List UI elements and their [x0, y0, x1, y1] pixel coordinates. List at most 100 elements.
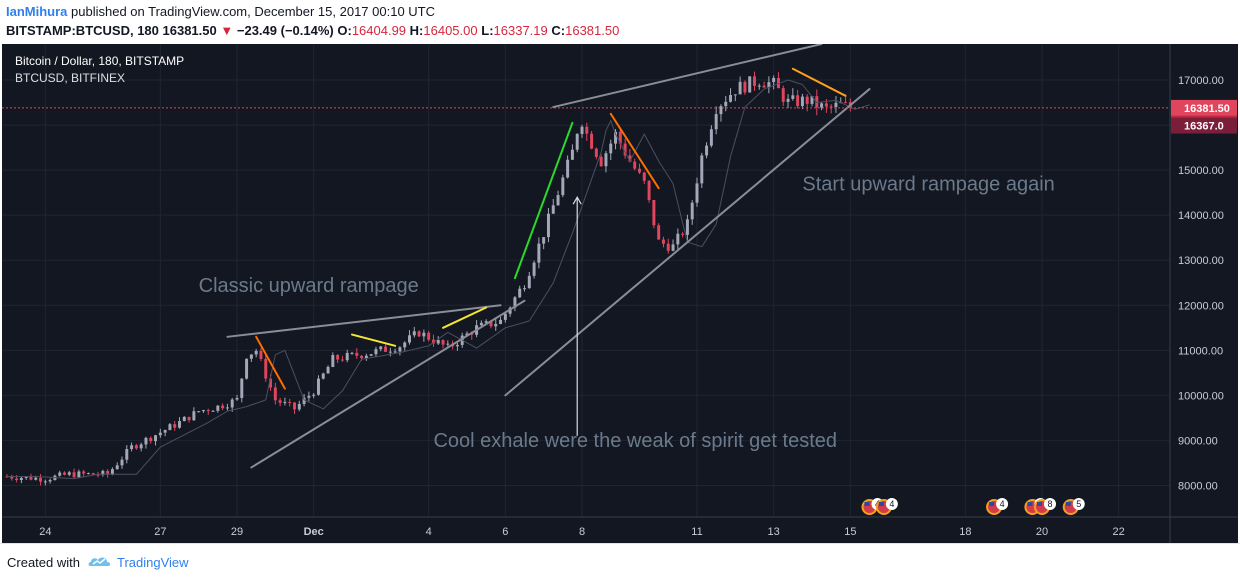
- candle: [340, 355, 344, 362]
- chart-background: [2, 44, 1238, 543]
- candle: [86, 472, 90, 475]
- candle-body: [43, 481, 47, 483]
- price-tick-label: 9000.00: [1178, 435, 1218, 447]
- candle: [762, 81, 766, 88]
- candle: [254, 348, 258, 358]
- candle: [216, 405, 220, 413]
- candle: [293, 402, 296, 414]
- price-tick-label: 10000.00: [1178, 390, 1224, 402]
- candle-body: [628, 155, 632, 162]
- candle-body: [355, 352, 359, 356]
- candle: [408, 330, 411, 345]
- candle: [422, 329, 426, 342]
- candle: [331, 352, 335, 368]
- candle: [245, 358, 249, 380]
- candle-body: [412, 331, 416, 336]
- price-chart[interactable]: Classic upward rampage Start upward rampa…: [2, 44, 1238, 543]
- candle-body: [633, 161, 637, 169]
- candle: [379, 345, 383, 352]
- candle: [753, 71, 756, 91]
- event-count-bubble: [1044, 498, 1056, 510]
- candle: [503, 312, 507, 323]
- price-tick-label: 13000.00: [1178, 255, 1224, 267]
- candle-body: [398, 347, 402, 352]
- candle-body: [82, 471, 86, 474]
- candle-body: [503, 313, 507, 320]
- candle: [829, 104, 833, 114]
- candle-body: [336, 355, 340, 360]
- candle-body: [245, 358, 249, 379]
- candle-body: [312, 394, 316, 396]
- candle: [772, 75, 776, 90]
- candle: [403, 341, 407, 351]
- candle: [120, 456, 124, 469]
- candle-body: [34, 477, 38, 480]
- candle-body: [230, 399, 234, 408]
- candle: [19, 476, 23, 484]
- tradingview-logo-icon[interactable]: [88, 553, 112, 569]
- time-tick-label: 24: [39, 526, 51, 538]
- candle: [455, 342, 459, 351]
- candle: [642, 171, 646, 184]
- open-label: O:: [337, 23, 352, 38]
- candle-body: [441, 340, 445, 345]
- flag-canton-icon: [1037, 502, 1042, 506]
- candle-body: [364, 355, 368, 359]
- candle-body: [436, 340, 440, 344]
- candle: [417, 330, 421, 338]
- candle-body: [776, 77, 780, 89]
- trendline-light_orange: [791, 67, 847, 97]
- candle: [494, 318, 498, 331]
- trendline-trendline: [226, 304, 502, 338]
- candle: [412, 326, 416, 338]
- candle: [633, 158, 637, 171]
- candle: [201, 409, 205, 413]
- candle-body: [417, 331, 421, 337]
- candle-body: [39, 477, 43, 482]
- candle-body: [106, 470, 110, 475]
- price-tick-label: 17000.00: [1178, 75, 1224, 87]
- time-tick-label: 15: [844, 526, 856, 538]
- candle-body: [479, 322, 483, 326]
- candle: [350, 351, 354, 355]
- candle-body: [369, 354, 373, 356]
- candle-body: [249, 354, 253, 359]
- candle-body: [546, 213, 550, 238]
- candle: [63, 471, 66, 476]
- candle-body: [685, 219, 689, 235]
- candle: [67, 470, 71, 477]
- candle-body: [154, 435, 158, 442]
- trendline-orange: [609, 112, 660, 190]
- price-tick-label: 14000.00: [1178, 210, 1224, 222]
- candle: [618, 129, 622, 150]
- candle: [206, 408, 210, 415]
- author-link[interactable]: IanMihura: [6, 4, 68, 19]
- candle-body: [786, 98, 790, 102]
- candle-body: [307, 395, 311, 398]
- candle-body: [556, 195, 560, 206]
- candle: [72, 468, 76, 479]
- candle-body: [724, 101, 728, 107]
- candle-body: [374, 349, 378, 355]
- economic-event-badge: 4: [875, 498, 898, 515]
- candle-body: [532, 262, 536, 276]
- candle-body: [110, 469, 114, 475]
- chart-area[interactable]: Classic upward rampage Start upward rampa…: [2, 44, 1238, 543]
- candle-body: [733, 94, 737, 96]
- candle-body: [120, 459, 124, 466]
- candle: [182, 416, 186, 422]
- candle-body: [19, 477, 23, 481]
- open-value: 16404.99: [351, 23, 407, 38]
- candle-body: [134, 445, 138, 449]
- candle-body: [182, 416, 186, 422]
- candle-body: [216, 405, 220, 411]
- tradingview-link[interactable]: TradingView: [117, 555, 189, 570]
- candle-body: [738, 81, 742, 95]
- candle-body: [326, 366, 330, 374]
- footer: Created with TradingView: [0, 543, 1240, 579]
- candle: [173, 420, 177, 431]
- candle-body: [379, 346, 383, 350]
- candle: [796, 89, 800, 109]
- candle: [249, 354, 253, 362]
- candle: [661, 236, 665, 248]
